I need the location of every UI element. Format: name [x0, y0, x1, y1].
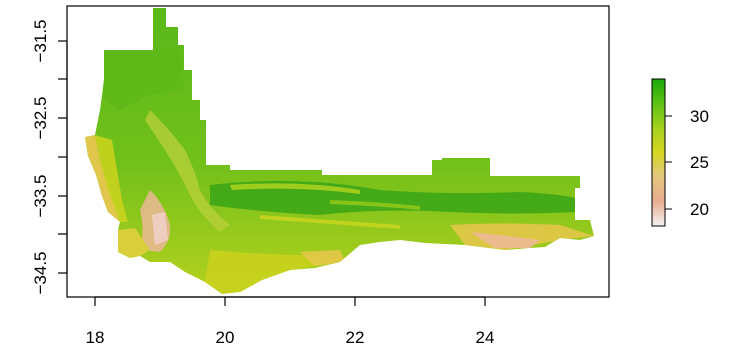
x-axis [94, 296, 486, 306]
raster-south-coast [450, 223, 594, 250]
y-tick-label: −34.5 [31, 251, 50, 294]
raster-interior-streak-3 [330, 200, 420, 210]
raster-cape-peaks [152, 212, 168, 245]
raster-coast-dry [470, 232, 540, 248]
raster-interior-streak-2 [260, 215, 400, 229]
legend-tick-label: 30 [690, 107, 709, 126]
x-tick-label: 24 [476, 328, 495, 347]
raster-mountain-ridges [145, 110, 230, 232]
raster-high-band [210, 181, 575, 215]
raster-agulhas [205, 250, 340, 294]
x-tick-label: 20 [216, 328, 235, 347]
raster-interior-streak-1 [230, 183, 360, 194]
x-tick-label: 18 [86, 328, 105, 347]
legend-tick-label: 25 [690, 153, 709, 172]
y-tick-label: −33.5 [31, 174, 50, 217]
y-tick-label: −31.5 [31, 19, 50, 62]
y-tick-label: −32.5 [31, 96, 50, 139]
legend-colorbar [651, 78, 666, 227]
legend-ticks [665, 115, 672, 210]
y-axis [58, 40, 68, 274]
x-tick-label: 22 [346, 328, 365, 347]
raster-west-belt [95, 135, 128, 222]
raster-cape-peninsula [118, 228, 150, 258]
raster-southwest-coast [300, 250, 345, 266]
legend-tick-label: 20 [690, 200, 709, 219]
raster-west-coast [85, 135, 120, 222]
raster-north-high [100, 50, 184, 110]
